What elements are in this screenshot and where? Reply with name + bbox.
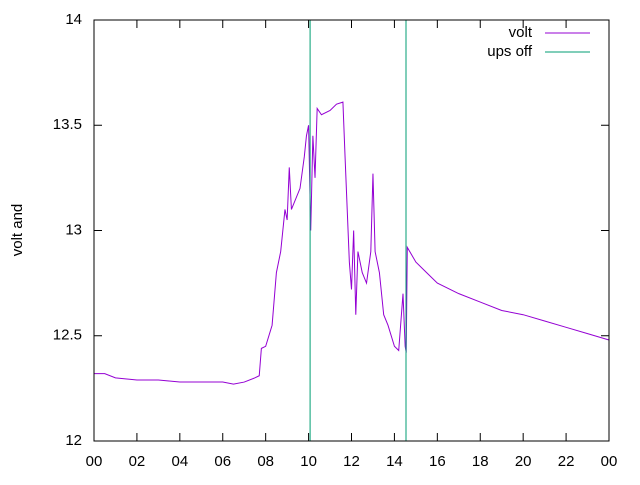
x-tick-label: 02 <box>129 453 146 470</box>
x-tick-label: 04 <box>171 453 188 470</box>
y-tick-label: 14 <box>65 11 82 28</box>
x-tick-label: 00 <box>601 453 618 470</box>
y-axis-label: volt and <box>9 204 26 257</box>
x-tick-label: 08 <box>257 453 274 470</box>
x-tick-label: 22 <box>558 453 575 470</box>
y-tick-label: 13 <box>65 221 82 238</box>
x-tick-label: 00 <box>86 453 103 470</box>
legend-label: ups off <box>487 43 533 60</box>
x-tick-label: 12 <box>343 453 360 470</box>
y-tick-label: 13.5 <box>53 116 82 133</box>
series-line <box>309 19 407 441</box>
legend-label: volt <box>509 24 533 41</box>
x-tick-label: 18 <box>472 453 489 470</box>
x-tick-label: 10 <box>300 453 317 470</box>
x-tick-label: 20 <box>515 453 532 470</box>
x-tick-label: 16 <box>429 453 446 470</box>
y-tick-label: 12 <box>65 432 82 449</box>
x-tick-label: 14 <box>386 453 403 470</box>
x-tick-label: 06 <box>214 453 231 470</box>
y-tick-label: 12.5 <box>53 327 82 344</box>
series-line <box>94 101 610 385</box>
plot-border <box>93 19 610 442</box>
